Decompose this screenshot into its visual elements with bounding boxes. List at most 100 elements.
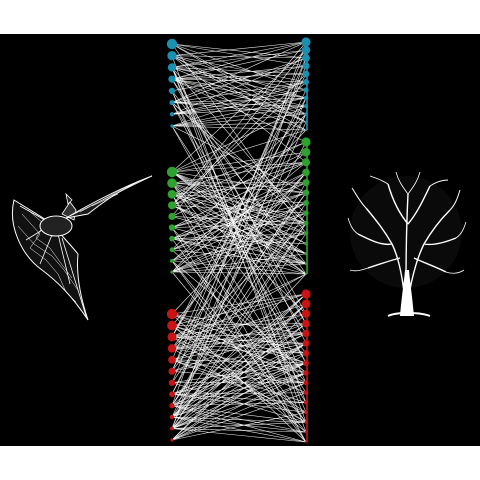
network-edge (171, 233, 307, 273)
network-edge (171, 41, 307, 68)
red-group-right-node (305, 441, 307, 443)
network-edge (171, 293, 307, 429)
green-group-right-node (303, 231, 309, 236)
green-group-right-node (302, 168, 310, 177)
green-group-right-node (304, 252, 308, 256)
red-group-left-node (168, 367, 176, 375)
network-edge (171, 293, 307, 418)
red-group-right-node (302, 339, 310, 347)
green-group-right-node (305, 273, 307, 275)
network-edge (171, 202, 307, 273)
red-group-right-node (301, 289, 311, 299)
network-edge (171, 162, 307, 228)
red-group-right-node (303, 380, 309, 386)
blue-group-left-node (168, 75, 176, 83)
network-edge (171, 49, 307, 68)
network-edge (171, 393, 307, 413)
network-edge (171, 162, 307, 206)
network-edge (171, 105, 307, 127)
red-group-right-node (304, 410, 308, 415)
red-group-right-node (301, 309, 311, 318)
green-group-right-node (303, 220, 309, 226)
red-group-left-node (169, 403, 175, 409)
blue-group-right-node (303, 95, 309, 101)
network-edge (171, 325, 307, 364)
network-edge (171, 372, 307, 441)
network-edge (171, 205, 307, 265)
tree-ground (387, 312, 431, 317)
network-edge (171, 192, 307, 239)
blue-group-right-node (304, 120, 308, 124)
green-group-left-node (167, 189, 177, 199)
blue-group-right-node (303, 87, 309, 93)
red-group-left-node (168, 355, 176, 364)
green-group-right-node (301, 158, 311, 167)
red-group-right-node (302, 329, 310, 338)
network-edge (171, 43, 307, 59)
network-edge (171, 333, 307, 361)
network-edge (171, 73, 307, 80)
network-edge (171, 372, 307, 406)
network-edge (171, 323, 307, 326)
green-group-right-node (304, 262, 308, 266)
network-nodes (166, 37, 311, 443)
red-group-left-node (169, 414, 175, 420)
network-edge (171, 271, 307, 433)
network-edge (171, 323, 307, 372)
network-edge (171, 238, 307, 244)
network-edge (171, 182, 307, 224)
network-edge (171, 405, 307, 433)
network-edge (171, 162, 307, 173)
network-edge (171, 359, 307, 384)
network-edge (171, 336, 307, 344)
network-edge (171, 293, 307, 406)
green-group-left-node (168, 224, 176, 231)
green-group-left-node (166, 166, 178, 178)
tree-trunk (400, 270, 414, 316)
network-edge (171, 260, 307, 275)
network-edge (171, 67, 307, 224)
network-edge (171, 113, 307, 338)
network-edge (171, 89, 307, 372)
blue-group-left-node (170, 124, 174, 128)
network-edge (171, 73, 307, 338)
network-edge (171, 421, 307, 429)
network-edge (171, 151, 307, 217)
blue-group-left-node (169, 99, 175, 106)
network-edge (171, 412, 307, 441)
network-edge (171, 41, 307, 206)
network-edge (171, 141, 307, 395)
network-edge (171, 343, 307, 418)
blue-group-right-node (305, 129, 307, 131)
red-group-left-node (167, 344, 177, 353)
network-edge (171, 67, 307, 123)
network-edge (171, 102, 307, 214)
network-edge (171, 55, 307, 83)
network-edge (171, 336, 307, 354)
network-edge (171, 97, 307, 115)
green-group-left-node (170, 258, 174, 263)
network-edge (171, 57, 307, 429)
network-edge (171, 343, 307, 429)
green-group-right-node (302, 189, 310, 196)
network-edge (171, 273, 307, 338)
tree-canopy (347, 171, 467, 315)
network-edge (171, 113, 307, 127)
network-edge (171, 113, 307, 395)
network-edge (171, 348, 307, 354)
network-edge (171, 202, 307, 262)
network-edge (171, 43, 307, 91)
blue-group-right-node (302, 54, 310, 62)
network-edge (171, 325, 307, 413)
blue-group-right-node (302, 62, 310, 70)
red-group-right-node (302, 319, 310, 328)
network-edge (171, 223, 307, 418)
network-edge (171, 105, 307, 115)
network-edge (171, 260, 307, 443)
network-edge (171, 222, 307, 273)
network-edge (171, 233, 307, 239)
network-edge (171, 223, 307, 429)
network-edge (171, 216, 307, 254)
network-edge (171, 162, 307, 184)
network-edge (171, 172, 307, 349)
